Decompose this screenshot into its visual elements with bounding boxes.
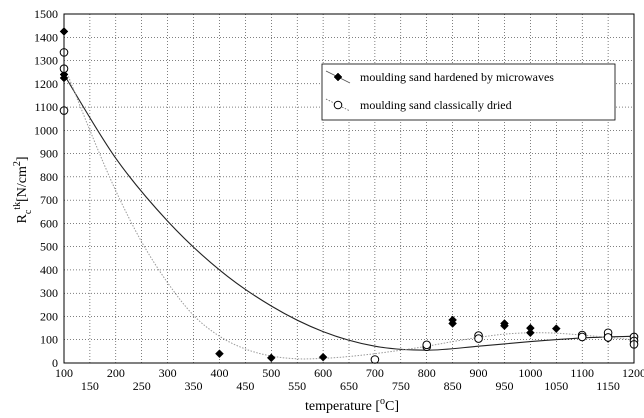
y-tick-label: 800 — [40, 170, 58, 184]
x-tick-label: 1150 — [596, 379, 620, 393]
x-tick-label: 650 — [340, 379, 358, 393]
series-1-point — [318, 352, 328, 362]
x-tick-label: 300 — [159, 366, 177, 380]
legend: moulding sand hardened by microwaves moul… — [321, 63, 616, 121]
series-2-point — [422, 340, 432, 350]
series-2-trend-line — [63, 65, 635, 360]
x-tick-label: 500 — [262, 366, 280, 380]
series-1-point — [448, 319, 457, 328]
y-tick-label: 1200 — [34, 77, 58, 91]
x-tick-label: 150 — [81, 379, 99, 393]
y-axis-title: Rctk[N/cm2] — [12, 156, 34, 223]
trend-lines — [63, 65, 635, 360]
y-tick-label: 100 — [40, 333, 58, 347]
y-tick-label: 200 — [40, 309, 58, 323]
x-tick-label: 100 — [55, 366, 73, 380]
y-tick-label: 1100 — [34, 100, 58, 114]
grid — [63, 13, 635, 364]
series-1-point — [526, 328, 535, 338]
x-tick-label: 350 — [185, 379, 203, 393]
x-tick-label: 1000 — [518, 366, 542, 380]
legend-marker — [333, 100, 343, 110]
legend-entry-label: moulding sand hardened by microwaves — [360, 70, 554, 84]
series-1-trend-line — [63, 74, 635, 351]
x-tick-label: 200 — [107, 366, 125, 380]
series-2-point — [577, 332, 587, 342]
axes: 100 150 200 250 300 350 400 450 500 550 600 650 700 7… — [34, 7, 644, 393]
x-tick-label: 550 — [288, 379, 306, 393]
x-tick-label: 450 — [236, 379, 254, 393]
series-1-point — [500, 321, 509, 331]
series-1-point — [215, 349, 224, 359]
x-tick-label: 1100 — [570, 366, 594, 380]
legend-entry-label: moulding sand classically dried — [360, 98, 512, 112]
x-tick-label: 750 — [392, 379, 410, 393]
y-tick-label: 600 — [40, 216, 58, 230]
x-tick-label: 600 — [314, 366, 332, 380]
y-tick-label: 1500 — [34, 7, 58, 21]
x-tick-label: 800 — [418, 366, 436, 380]
series-1-point — [551, 324, 561, 333]
y-tick-label: 0 — [52, 356, 58, 370]
y-tick-label: 900 — [40, 147, 58, 161]
series-1-point — [266, 353, 276, 363]
x-tick-label: 250 — [133, 379, 151, 393]
x-tick-label: 850 — [444, 379, 462, 393]
y-tick-label: 700 — [40, 193, 58, 207]
series-2-point — [370, 355, 380, 364]
series-2-point — [603, 333, 613, 342]
y-tick-label: 500 — [40, 240, 58, 254]
x-axis-title: temperature [oC] — [305, 396, 399, 414]
x-tick-label: 1050 — [544, 379, 568, 393]
y-tick-label: 1400 — [34, 30, 58, 44]
x-tick-label: 950 — [495, 379, 513, 393]
legend-box — [321, 63, 616, 121]
y-tick-label: 400 — [40, 263, 58, 277]
plot-frame — [63, 13, 635, 364]
series-2-point — [474, 334, 483, 343]
y-tick-label: 1300 — [34, 54, 58, 68]
legend-marker — [333, 72, 343, 82]
y-tick-label: 1000 — [34, 123, 58, 137]
x-tick-label: 400 — [210, 366, 228, 380]
y-tick-label: 300 — [40, 286, 58, 300]
x-tick-label: 700 — [366, 366, 384, 380]
x-tick-label: 900 — [470, 366, 488, 380]
x-tick-label: 1200 — [622, 366, 644, 380]
